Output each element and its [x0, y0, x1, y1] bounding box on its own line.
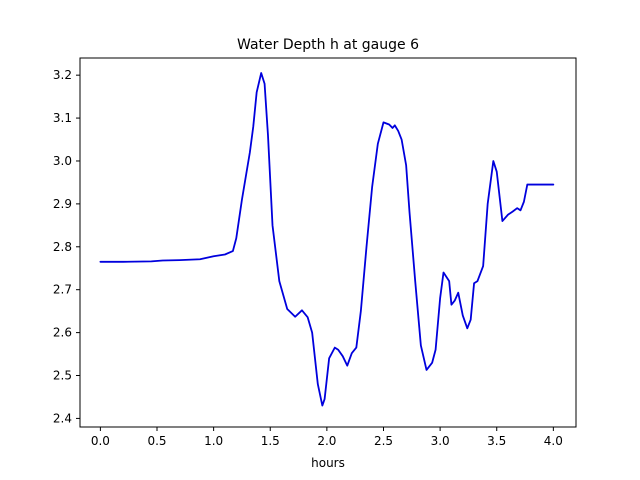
y-tick-label: 3.0: [53, 154, 72, 168]
x-tick-label: 0.0: [91, 434, 110, 448]
axes-frame: [79, 57, 577, 428]
y-tick-label: 3.2: [53, 68, 72, 82]
x-tick-label: 1.0: [204, 434, 223, 448]
y-tick-label: 2.4: [53, 411, 72, 425]
y-tick-label: 2.6: [53, 326, 72, 340]
x-tick-label: 2.0: [317, 434, 336, 448]
x-tick-label: 3.5: [487, 434, 506, 448]
y-tick-label: 3.1: [53, 111, 72, 125]
x-tick-label: 4.0: [544, 434, 563, 448]
plot-area: 0.0 0.5 1.0 1.5 2.0 2.5 3.0 3.5 4.0 2.4 2.5 2.6 2.7 2…: [53, 57, 577, 448]
y-tick-label: 2.5: [53, 369, 72, 383]
x-tick-label: 3.0: [431, 434, 450, 448]
chart-title: Water Depth h at gauge 6: [237, 37, 419, 53]
x-tick-label: 0.5: [147, 434, 166, 448]
x-tick-label: 2.5: [374, 434, 393, 448]
y-tick-label: 2.7: [53, 283, 72, 297]
series-line-0: [99, 72, 555, 407]
x-tick-label: 1.5: [261, 434, 280, 448]
y-tick-label: 2.9: [53, 197, 72, 211]
y-tick-label: 2.8: [53, 240, 72, 254]
x-axis-title: hours: [311, 456, 345, 470]
